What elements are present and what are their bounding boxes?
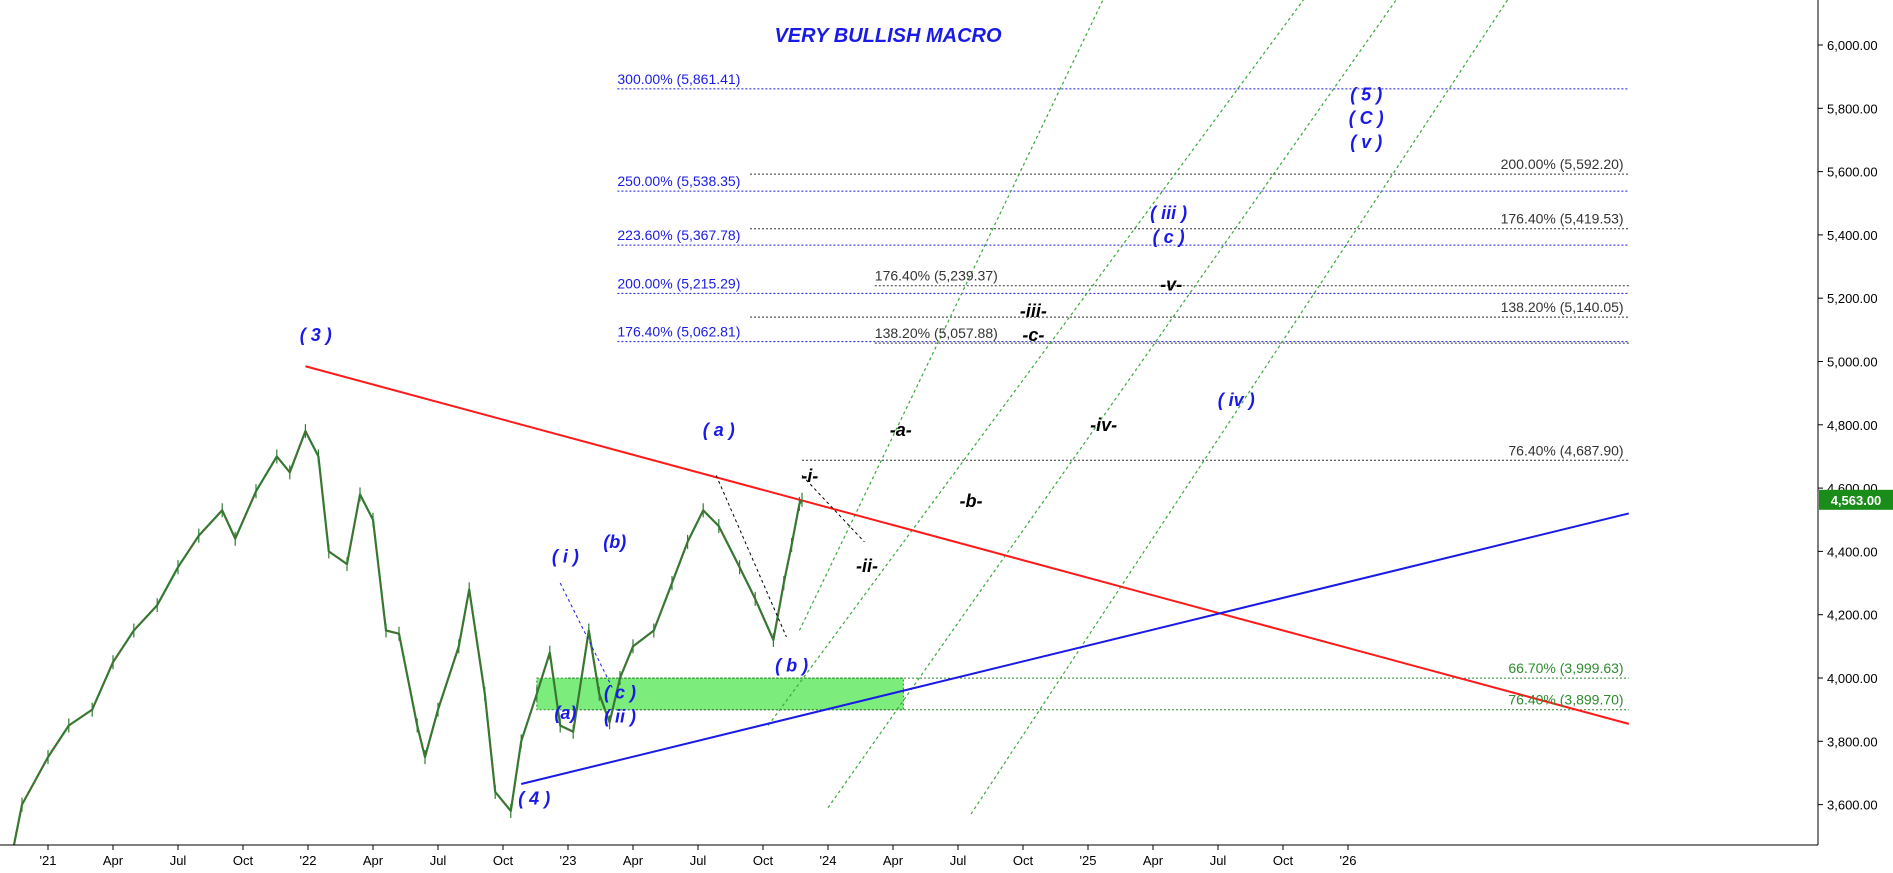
channel-line <box>827 0 1397 809</box>
wave-label: (a) <box>554 703 576 723</box>
fib-level-label: 300.00% (5,861.41) <box>617 71 740 87</box>
y-tick-label: 4,800.00 <box>1827 418 1878 433</box>
wave-label: -b- <box>960 491 983 511</box>
fib-level-label: 138.20% (5,140.05) <box>1501 299 1624 315</box>
wave-label: ( ii ) <box>604 706 636 726</box>
y-tick-label: 4,000.00 <box>1827 671 1878 686</box>
wave-label: ( 3 ) <box>300 325 332 345</box>
fib-level-label: 176.40% (5,062.81) <box>617 324 740 340</box>
x-tick-label: Apr <box>883 853 904 868</box>
wave-label: ( v ) <box>1350 132 1382 152</box>
wave-label: ( i ) <box>552 546 579 566</box>
wave-label: ( 4 ) <box>518 789 550 809</box>
x-tick-label: '24 <box>820 853 837 868</box>
wave-label: ( 5 ) <box>1350 84 1382 104</box>
channel-line <box>767 0 1305 726</box>
x-tick-label: Apr <box>103 853 124 868</box>
wave-label: ( b ) <box>775 656 808 676</box>
y-tick-label: 5,000.00 <box>1827 355 1878 370</box>
wave-path <box>715 475 787 638</box>
fib-level-label: 200.00% (5,215.29) <box>617 275 740 291</box>
fib-level-label: 66.70% (3,999.63) <box>1508 660 1623 676</box>
fib-level-label: 176.40% (5,239.37) <box>875 268 998 284</box>
wave-label: (b) <box>603 532 626 552</box>
x-tick-label: Oct <box>233 853 254 868</box>
fib-level-label: 76.40% (3,899.70) <box>1508 692 1623 708</box>
plot-area <box>12 0 1630 845</box>
x-tick-label: Apr <box>363 853 384 868</box>
wave-label: -c- <box>1022 325 1044 345</box>
wave-label: ( c ) <box>604 683 636 703</box>
y-tick-label: 4,200.00 <box>1827 608 1878 623</box>
fib-level-label: 223.60% (5,367.78) <box>617 227 740 243</box>
wave-label: ( iii ) <box>1150 203 1187 223</box>
chart-title: VERY BULLISH MACRO <box>774 25 1002 47</box>
x-tick-label: Apr <box>623 853 644 868</box>
y-tick-label: 5,200.00 <box>1827 291 1878 306</box>
wave-label: ( a ) <box>703 420 735 440</box>
x-tick-label: Jul <box>430 853 447 868</box>
x-tick-label: Oct <box>1273 853 1294 868</box>
x-tick-label: '26 <box>1340 853 1357 868</box>
x-tick-label: '23 <box>560 853 577 868</box>
wave-label: -iv- <box>1090 415 1117 435</box>
wave-label: -v- <box>1160 274 1182 294</box>
x-tick-label: Jul <box>950 853 967 868</box>
fib-level-label: 176.40% (5,419.53) <box>1501 211 1624 227</box>
y-tick-label: 6,000.00 <box>1827 38 1878 53</box>
x-tick-label: '25 <box>1080 853 1097 868</box>
x-tick-label: Apr <box>1143 853 1164 868</box>
wave-label: -ii- <box>856 556 878 576</box>
x-tick-label: '21 <box>40 853 57 868</box>
fib-level-label: 250.00% (5,538.35) <box>617 173 740 189</box>
trendline <box>305 365 1630 725</box>
channel-line <box>798 0 1104 631</box>
x-tick-label: Oct <box>753 853 774 868</box>
wave-label: -a- <box>890 420 912 440</box>
y-tick-label: 5,800.00 <box>1827 101 1878 116</box>
y-tick-label: 5,400.00 <box>1827 228 1878 243</box>
y-tick-label: 5,600.00 <box>1827 165 1878 180</box>
y-tick-label: 3,600.00 <box>1827 798 1878 813</box>
price-series-line <box>12 430 803 845</box>
channel-line <box>970 0 1509 815</box>
wave-label: ( c ) <box>1153 227 1185 247</box>
current-price-badge <box>1819 489 1893 510</box>
x-tick-label: Oct <box>493 853 514 868</box>
wave-label: ( C ) <box>1349 108 1384 128</box>
x-tick-label: Jul <box>170 853 187 868</box>
wave-label: -iii- <box>1020 301 1047 321</box>
wave-label: -i- <box>801 466 818 486</box>
x-tick-label: Jul <box>690 853 707 868</box>
wave-label: ( iv ) <box>1218 390 1255 410</box>
wave-path <box>559 582 613 688</box>
x-tick-label: Oct <box>1013 853 1034 868</box>
fib-level-label: 76.40% (4,687.90) <box>1508 442 1623 458</box>
fib-level-label: 138.20% (5,057.88) <box>875 325 998 341</box>
x-tick-label: Jul <box>1210 853 1227 868</box>
y-tick-label: 3,800.00 <box>1827 734 1878 749</box>
x-tick-label: '22 <box>300 853 317 868</box>
trendline <box>520 512 1630 785</box>
fib-level-label: 200.00% (5,592.20) <box>1501 156 1624 172</box>
current-price-label: 4,563.00 <box>1831 493 1882 508</box>
y-tick-label: 4,400.00 <box>1827 544 1878 559</box>
